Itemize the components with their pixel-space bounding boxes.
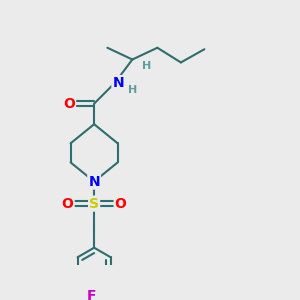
Text: O: O [63, 97, 75, 111]
Text: H: H [128, 85, 138, 94]
Text: N: N [112, 76, 124, 90]
Text: H: H [142, 61, 152, 71]
Text: O: O [62, 196, 74, 211]
Text: S: S [89, 196, 99, 211]
Text: O: O [115, 196, 127, 211]
Text: F: F [86, 289, 96, 300]
Text: N: N [88, 175, 100, 188]
